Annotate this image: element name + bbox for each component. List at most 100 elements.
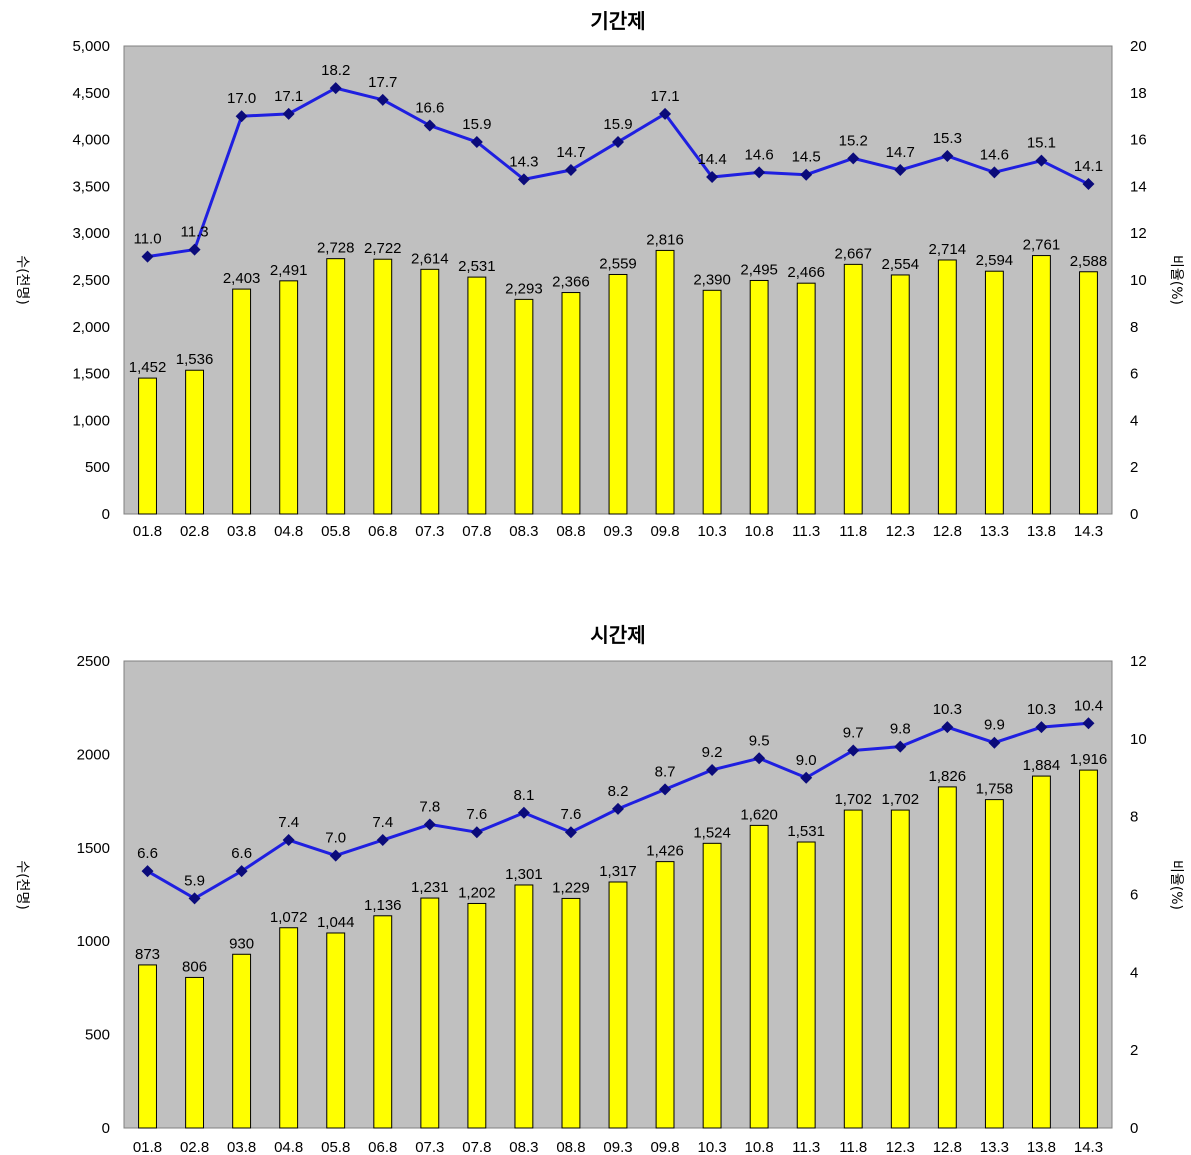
y2-tick-label: 12 xyxy=(1130,653,1147,670)
bar xyxy=(749,279,769,515)
ratio-marker xyxy=(847,744,860,757)
y2-tick-label: 10 xyxy=(1130,272,1147,289)
ratio-marker xyxy=(706,171,719,184)
ratio-value-label: 14.1 xyxy=(1074,158,1103,175)
y2-tick-label: 16 xyxy=(1130,132,1147,149)
ratio-marker xyxy=(329,849,342,862)
bar-value-label: 2,816 xyxy=(646,231,684,248)
ratio-value-label: 15.9 xyxy=(603,116,632,133)
bar xyxy=(796,282,816,515)
ratio-marker xyxy=(564,826,577,839)
ratio-marker xyxy=(612,802,624,815)
ratio-value-label: 7.8 xyxy=(419,798,440,815)
ratio-marker xyxy=(423,119,436,132)
y-tick-label: 4,500 xyxy=(72,85,110,102)
bar-value-label: 1,524 xyxy=(693,824,731,841)
y2-axis-label: 비율(%) xyxy=(1168,860,1184,910)
bar xyxy=(608,881,628,1129)
x-tick-label: 07.3 xyxy=(415,523,444,540)
x-tick-label: 08.8 xyxy=(556,523,585,540)
ratio-value-label: 14.7 xyxy=(886,144,915,161)
ratio-marker xyxy=(235,865,248,878)
y2-tick-label: 18 xyxy=(1130,85,1147,102)
ratio-value-label: 9.0 xyxy=(796,752,817,769)
x-tick-label: 11.8 xyxy=(839,523,867,540)
y2-tick-label: 2 xyxy=(1130,1042,1138,1059)
ratio-value-label: 8.1 xyxy=(513,787,534,804)
bar xyxy=(655,861,675,1129)
ratio-value-label: 8.7 xyxy=(655,763,676,780)
bar-value-label: 1,231 xyxy=(411,879,449,896)
ratio-marker xyxy=(988,736,1001,749)
x-tick-label: 09.3 xyxy=(603,523,632,540)
bar-value-label: 1,758 xyxy=(976,781,1014,798)
ratio-value-label: 10.3 xyxy=(1027,701,1056,718)
bar-value-label: 1,531 xyxy=(787,823,825,840)
ratio-marker xyxy=(188,892,201,905)
y2-tick-label: 2 xyxy=(1130,459,1138,476)
ratio-value-label: 10.4 xyxy=(1074,697,1103,714)
ratio-marker xyxy=(706,763,719,776)
bar-value-label: 1,452 xyxy=(129,359,167,376)
ratio-marker xyxy=(282,834,295,847)
bar-value-label: 2,366 xyxy=(552,274,590,291)
x-tick-label: 13.3 xyxy=(980,523,1009,540)
y-tick-label: 500 xyxy=(85,1027,110,1044)
ratio-marker xyxy=(1082,178,1095,191)
bar xyxy=(984,799,1004,1129)
y-tick-label: 1000 xyxy=(77,933,110,950)
bar-value-label: 2,466 xyxy=(787,264,825,281)
bar xyxy=(561,897,581,1129)
bar xyxy=(890,274,910,515)
ratio-value-label: 8.2 xyxy=(608,783,629,800)
ratio-value-label: 14.6 xyxy=(980,146,1009,163)
ratio-marker xyxy=(517,173,530,186)
ratio-value-label: 10.3 xyxy=(933,701,962,718)
x-tick-label: 05.8 xyxy=(321,523,350,540)
y2-tick-label: 20 xyxy=(1130,38,1147,55)
ratio-value-label: 9.8 xyxy=(890,721,911,738)
x-tick-label: 08.3 xyxy=(509,523,538,540)
bar xyxy=(185,976,205,1129)
x-tick-label: 08.8 xyxy=(556,1139,585,1155)
ratio-value-label: 7.4 xyxy=(372,814,393,831)
ratio-marker xyxy=(1082,717,1095,730)
x-tick-label: 13.8 xyxy=(1027,523,1056,540)
ratio-marker xyxy=(847,152,860,165)
bar-value-label: 1,620 xyxy=(740,806,778,823)
x-tick-label: 10.8 xyxy=(745,523,774,540)
bar xyxy=(373,915,393,1129)
bar xyxy=(232,288,252,515)
bar-value-label: 2,714 xyxy=(929,241,967,258)
bar-value-label: 2,390 xyxy=(693,271,731,288)
ratio-value-label: 17.1 xyxy=(650,88,679,105)
y2-tick-label: 4 xyxy=(1130,964,1138,981)
ratio-marker xyxy=(753,752,766,765)
ratio-value-label: 7.0 xyxy=(325,830,346,847)
ratio-marker xyxy=(1035,721,1048,734)
x-tick-label: 12.3 xyxy=(886,523,915,540)
ratio-marker xyxy=(800,771,813,784)
bar-value-label: 1,136 xyxy=(364,897,402,914)
bar-value-label: 1,229 xyxy=(552,879,590,896)
y-tick-label: 1500 xyxy=(77,840,110,857)
ratio-value-label: 15.9 xyxy=(462,116,491,133)
bar xyxy=(843,263,863,515)
ratio-value-label: 14.6 xyxy=(745,146,774,163)
bar xyxy=(749,824,769,1129)
bar xyxy=(937,786,957,1129)
bar-value-label: 2,728 xyxy=(317,240,355,257)
bar xyxy=(138,964,157,1129)
x-tick-label: 10.8 xyxy=(745,1139,774,1155)
y2-axis-label: 비율(%) xyxy=(1168,255,1184,305)
bar-value-label: 2,403 xyxy=(223,270,261,287)
bar-value-label: 1,317 xyxy=(599,863,637,880)
ratio-value-label: 15.1 xyxy=(1027,135,1056,152)
x-tick-label: 10.3 xyxy=(697,523,726,540)
x-tick-label: 09.3 xyxy=(603,1139,632,1155)
bar-value-label: 2,667 xyxy=(834,245,872,262)
ratio-value-label: 18.2 xyxy=(321,62,350,79)
ratio-value-label: 9.7 xyxy=(843,725,864,742)
y-axis-label: 수(천명) xyxy=(14,255,30,305)
ratio-value-label: 9.2 xyxy=(702,744,723,761)
